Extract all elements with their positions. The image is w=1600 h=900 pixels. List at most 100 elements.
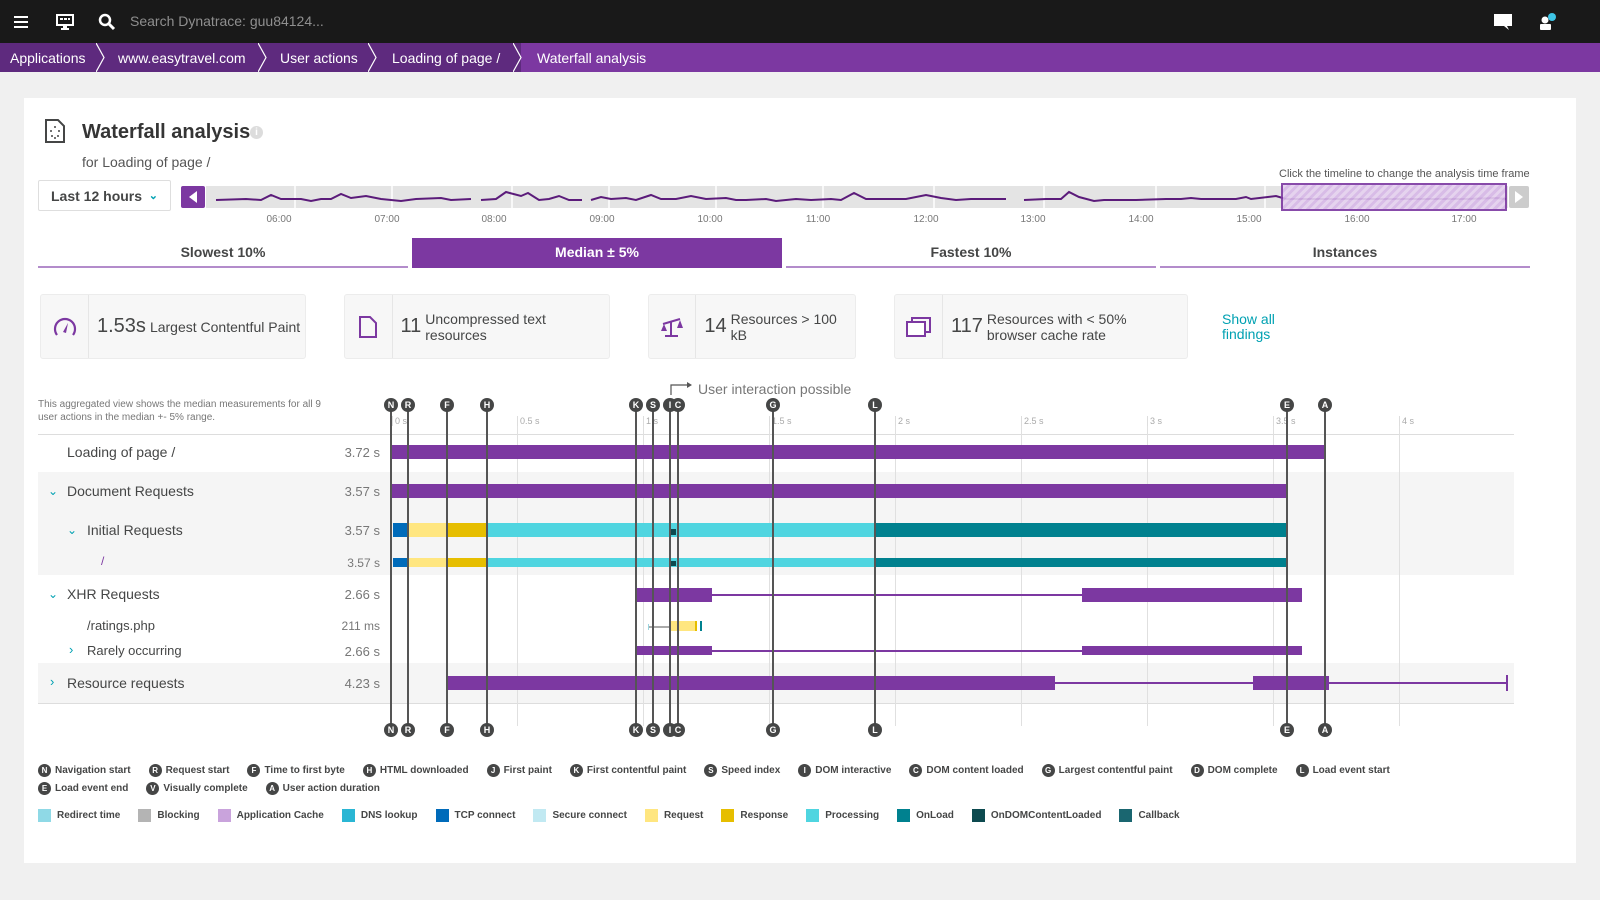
row-ratings-php[interactable]: /ratings.php: [87, 618, 155, 633]
tab-instances[interactable]: Instances: [1160, 238, 1530, 268]
marker-g[interactable]: G: [766, 398, 780, 412]
chevron-right-icon[interactable]: ›: [50, 674, 55, 689]
legend-item: E Load event end: [38, 782, 128, 795]
bar-rarely-occurring[interactable]: [1082, 646, 1302, 655]
axis-label: 3 s: [1147, 416, 1162, 426]
row-rarely-occurring[interactable]: Rarely occurring: [87, 643, 182, 658]
grid-line: [769, 416, 770, 726]
marker-r[interactable]: R: [401, 398, 415, 412]
swatch-dns: [341, 809, 355, 822]
timeline-tick: 17:00: [1451, 214, 1477, 225]
breadcrumb-easytravel[interactable]: www.easytravel.com: [104, 43, 267, 72]
bar-response: [447, 523, 487, 537]
bar-rarely-occurring[interactable]: [636, 646, 712, 655]
bar-ratings-response: [695, 621, 697, 631]
info-icon[interactable]: i: [250, 126, 263, 139]
finding-cache-rate[interactable]: 117 Resources with < 50% browser cache ra…: [894, 294, 1188, 359]
row-document-requests[interactable]: Document Requests: [67, 483, 194, 499]
timeline-prev-button[interactable]: [181, 186, 205, 208]
marker-n-bottom[interactable]: N: [384, 723, 398, 737]
chevron-down-icon[interactable]: ⌄: [48, 587, 59, 601]
timeline-tick: 14:00: [1128, 214, 1154, 225]
marker-s-bottom[interactable]: S: [646, 723, 660, 737]
bar-loading-of-page[interactable]: [391, 445, 1325, 459]
breadcrumb-user-actions[interactable]: User actions: [266, 43, 377, 72]
marker-a[interactable]: A: [1318, 398, 1332, 412]
timeline-track[interactable]: [206, 186, 1508, 208]
bar-request: [408, 523, 447, 537]
finding-large-resources[interactable]: 14 Resources > 100 kB: [648, 294, 856, 359]
marker-f[interactable]: F: [440, 398, 454, 412]
row-initial-requests[interactable]: Initial Requests: [87, 522, 183, 538]
marker-r-bottom[interactable]: R: [401, 723, 415, 737]
marker-f-bottom[interactable]: F: [440, 723, 454, 737]
finding-uncompressed[interactable]: 11 Uncompressed text resources: [344, 294, 610, 359]
chevron-down-icon[interactable]: ⌄: [67, 523, 78, 537]
row-root-request[interactable]: /: [101, 554, 105, 568]
marker-l[interactable]: L: [868, 398, 882, 412]
legend-item: L Load event start: [1295, 764, 1390, 777]
show-all-findings-link[interactable]: Show all findings: [1222, 311, 1275, 342]
breadcrumb-waterfall-analysis: Waterfall analysis: [521, 43, 663, 72]
timeline-tick: 10:00: [697, 214, 723, 225]
marker-c[interactable]: C: [671, 398, 685, 412]
timeline-next-button[interactable]: [1509, 186, 1529, 208]
legend-item: K First contentful paint: [569, 764, 686, 777]
row-xhr-requests[interactable]: XHR Requests: [67, 586, 160, 602]
search-icon[interactable]: [96, 0, 118, 43]
marker-e[interactable]: E: [1280, 398, 1294, 412]
marker-s[interactable]: S: [646, 398, 660, 412]
bar-xhr-requests[interactable]: [1082, 588, 1302, 602]
tab-median[interactable]: Median ± 5%: [412, 238, 782, 268]
legend-item: A User action duration: [265, 782, 380, 795]
breadcrumb-separator-icon: [96, 43, 105, 72]
marker-h[interactable]: H: [480, 398, 494, 412]
marker-line-k: [635, 411, 637, 729]
legend-item: H HTML downloaded: [362, 764, 469, 777]
legend-item: J First paint: [486, 764, 552, 777]
marker-e-bottom[interactable]: E: [1280, 723, 1294, 737]
bar-document-requests[interactable]: [391, 484, 1287, 498]
timeframe-selector[interactable]: Last 12 hours ⌄: [38, 180, 171, 211]
breadcrumb-separator-icon: [513, 43, 522, 72]
marker-k[interactable]: K: [629, 398, 643, 412]
row-resource-requests[interactable]: Resource requests: [67, 675, 185, 691]
breadcrumb-loading-of-page[interactable]: Loading of page /: [376, 43, 522, 72]
legend-phase: TCP connect: [435, 809, 515, 822]
user-icon[interactable]: [1536, 0, 1558, 43]
timeline-selection[interactable]: [1281, 183, 1507, 211]
swatch-redirect: [38, 809, 51, 822]
marker-k-bottom[interactable]: K: [629, 723, 643, 737]
tab-slowest[interactable]: Slowest 10%: [38, 238, 408, 268]
bar-resource-requests[interactable]: [1253, 676, 1329, 690]
timeline-tick: 09:00: [589, 214, 615, 225]
marker-a-bottom[interactable]: A: [1318, 723, 1332, 737]
chevron-right-icon[interactable]: ›: [69, 642, 74, 657]
chat-icon[interactable]: [1492, 0, 1514, 43]
arrow-right-icon: [670, 382, 692, 395]
marker-g-bottom[interactable]: G: [766, 723, 780, 737]
marker-l-bottom[interactable]: L: [868, 723, 882, 737]
menu-icon[interactable]: [10, 0, 32, 43]
bar-resource-requests[interactable]: [447, 676, 1055, 690]
chevron-down-icon[interactable]: ⌄: [48, 484, 59, 498]
marker-c-bottom[interactable]: C: [671, 723, 685, 737]
tab-fastest[interactable]: Fastest 10%: [786, 238, 1156, 268]
legend-item: S Speed index: [704, 764, 780, 777]
legend-phase: DNS lookup: [341, 809, 418, 822]
axis-label: 2 s: [895, 416, 910, 426]
bar-xhr-connector: [712, 594, 1082, 596]
legend-item: I DOM interactive: [798, 764, 891, 777]
monitor-icon[interactable]: [54, 0, 76, 43]
row-value: 3.72 s: [344, 445, 380, 460]
row-loading-of-page[interactable]: Loading of page /: [67, 444, 176, 460]
axis-label: 1.5 s: [769, 416, 792, 426]
timeline-tick: 13:00: [1020, 214, 1046, 225]
bar-ratings-request[interactable]: [669, 621, 697, 631]
bar-xhr-requests[interactable]: [636, 588, 712, 602]
marker-h-bottom[interactable]: H: [480, 723, 494, 737]
search-input[interactable]: Search Dynatrace: guu84124...: [130, 13, 324, 29]
marker-n[interactable]: N: [384, 398, 398, 412]
finding-lcp[interactable]: 1.53s Largest Contentful Paint: [40, 294, 306, 359]
breadcrumb-applications[interactable]: Applications: [0, 43, 105, 72]
